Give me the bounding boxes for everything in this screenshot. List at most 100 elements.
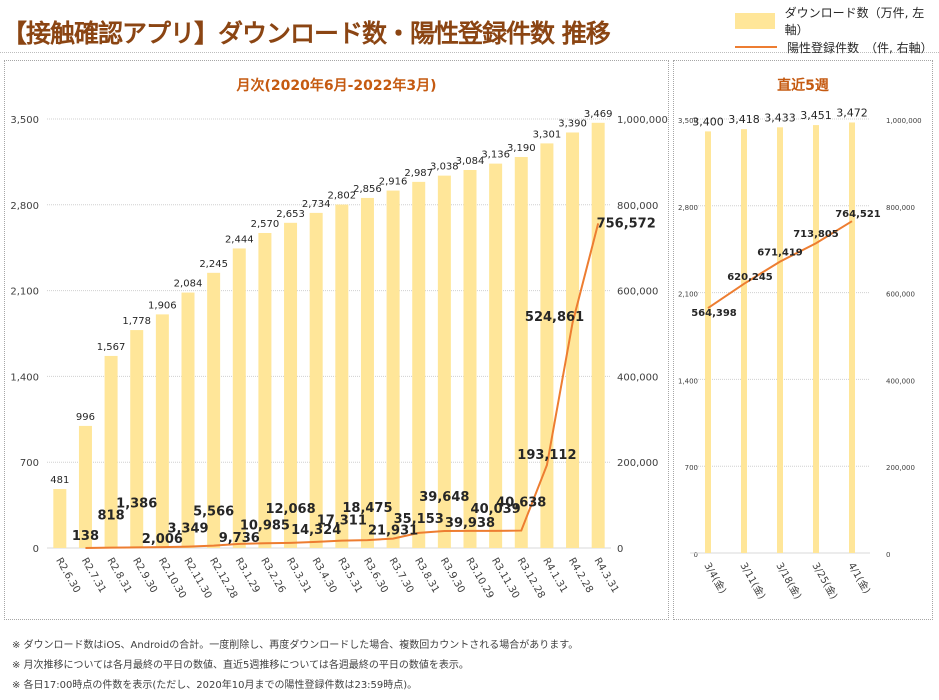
footnotes: ※ ダウンロード数はiOS、Androidの合計。一度削除し、再度ダウンロードし…	[12, 636, 578, 696]
bar	[360, 197, 374, 548]
bar	[104, 355, 118, 548]
bar-value-label: 2,570	[251, 219, 280, 230]
line-value-label: 17,311	[317, 514, 367, 529]
bar	[335, 204, 349, 548]
legend-item-downloads: ダウンロード数（万件, 左軸）	[735, 6, 939, 37]
left-axis-tick: 2,800	[10, 201, 39, 212]
x-axis-label: R3.9.30	[438, 556, 467, 595]
bar-value-label: 3,418	[728, 113, 760, 126]
bar-value-label: 2,916	[379, 177, 408, 188]
bar-value-label: 1,906	[148, 300, 177, 311]
left-axis-tick: 2,100	[678, 291, 698, 299]
right-axis-tick: 600,000	[617, 287, 658, 298]
chart-legend: ダウンロード数（万件, 左軸） 陽性登録件数 （件, 右軸）	[735, 6, 939, 60]
left-axis-tick: 3,500	[678, 117, 698, 125]
bar-value-label: 3,390	[558, 118, 587, 129]
line-value-label: 3,349	[167, 522, 208, 537]
page-title: 【接触確認アプリ】ダウンロード数・陽性登録件数 推移	[2, 19, 611, 48]
legend-label-downloads: ダウンロード数（万件, 左軸）	[784, 6, 925, 37]
line-value-label: 12,068	[265, 502, 315, 517]
bar-value-label: 2,245	[199, 259, 228, 270]
bar	[540, 143, 554, 548]
line-value-label: 21,931	[368, 524, 418, 539]
bar-value-label: 2,802	[327, 191, 356, 202]
bar-value-label: 481	[50, 475, 69, 486]
weekly-chart-panel: 直近5週 0 700 1,400 2,100 2,800 3,500 0 200,000 400…	[673, 60, 933, 620]
line-value-label: 524,861	[525, 310, 584, 325]
right-axis-tick: 0	[886, 551, 890, 559]
x-axis-label: R4.3.31	[592, 556, 621, 595]
right-axis-tick: 800,000	[886, 204, 915, 212]
x-axis-label: R4.2.28	[566, 556, 595, 595]
x-axis-label: R2.6.30	[53, 556, 82, 595]
bar	[232, 248, 246, 548]
line-value-label: 1,386	[116, 496, 157, 511]
line-value-label: 18,475	[342, 501, 392, 516]
bar	[777, 127, 783, 554]
left-axis-tick: 1,400	[10, 372, 39, 383]
bar	[130, 330, 144, 548]
x-axis-label: R3.2.26	[258, 556, 287, 595]
positive-count-line	[85, 223, 600, 549]
bar-value-label: 3,038	[430, 162, 459, 173]
line-value-label: 9,736	[219, 531, 260, 546]
bar	[284, 222, 298, 548]
monthly-chart-panel: 月次(2020年6月-2022年3月) 0 700 1,400 2,100 2,800 3…	[4, 60, 669, 620]
line-value-label: 671,419	[757, 248, 803, 259]
left-axis-tick: 700	[20, 458, 39, 469]
line-value-label: 620,245	[727, 272, 773, 283]
footnote: ※ 各日17:00時点の件数を表示(ただし、2020年10月までの陽性登録件数は…	[12, 680, 418, 691]
left-axis-tick: 700	[685, 464, 698, 472]
footnote: ※ 月次推移については各月最終の平日の数値、直近5週推移については各週最終の平日…	[12, 660, 469, 671]
line-value-label: 39,648	[419, 490, 469, 505]
line-value-label: 2,006	[142, 532, 183, 547]
x-axis-label: 4/1(金)	[845, 560, 873, 596]
legend-item-positives: 陽性登録件数 （件, 右軸）	[735, 34, 939, 60]
bar-value-label: 3,190	[507, 143, 536, 154]
bar-value-label: 3,451	[800, 109, 832, 122]
bar-value-label: 996	[76, 412, 95, 423]
bar	[437, 175, 451, 548]
bar	[489, 163, 503, 548]
line-value-label: 756,572	[597, 216, 656, 231]
right-axis-tick: 400,000	[617, 372, 658, 383]
bar	[78, 425, 92, 548]
bar-value-label: 3,084	[456, 156, 485, 167]
line-value-label: 39,938	[445, 516, 495, 531]
right-axis-tick: 800,000	[617, 201, 658, 212]
left-axis-tick: 1,400	[678, 377, 698, 385]
bar-value-label: 2,084	[174, 279, 203, 290]
x-axis-label: R3.3.31	[284, 556, 313, 595]
x-axis-label: R3.5.31	[335, 556, 364, 595]
bar-value-label: 1,567	[97, 342, 126, 353]
x-axis-label: R3.7.30	[386, 556, 415, 595]
monthly-chart-title: 月次(2020年6月-2022年3月)	[236, 78, 437, 94]
x-axis-label: 3/11(金)	[737, 560, 768, 601]
x-axis-label: R2.8.31	[104, 556, 133, 595]
bar-value-label: 3,469	[584, 109, 613, 120]
footnote: ※ ダウンロード数はiOS、Androidの合計。一度削除し、再度ダウンロードし…	[12, 640, 579, 651]
bar	[849, 122, 855, 554]
right-axis-tick: 200,000	[886, 464, 915, 472]
left-axis-tick: 3,500	[10, 115, 39, 126]
bar	[514, 156, 528, 549]
bar	[591, 122, 605, 548]
x-axis-label: R2.9.30	[130, 556, 159, 595]
left-axis-tick: 0	[33, 544, 39, 555]
x-axis-label: R2.7.31	[79, 556, 108, 595]
bar	[705, 131, 711, 553]
bar-value-label: 2,734	[302, 199, 331, 210]
line-value-label: 5,566	[193, 505, 234, 520]
line-value-label: 564,398	[691, 308, 737, 319]
bar-value-label: 2,653	[276, 209, 305, 220]
bar	[258, 232, 272, 548]
bar	[741, 129, 747, 553]
left-axis-tick: 2,100	[10, 287, 39, 298]
line-value-label: 10,985	[240, 518, 290, 533]
bar-value-label: 3,433	[764, 111, 796, 124]
line-value-label: 193,112	[517, 448, 576, 463]
bar-value-label: 2,444	[225, 234, 254, 245]
bar	[207, 272, 221, 548]
bar-value-label: 1,778	[122, 316, 151, 327]
x-axis-label: 3/25(金)	[809, 560, 840, 601]
